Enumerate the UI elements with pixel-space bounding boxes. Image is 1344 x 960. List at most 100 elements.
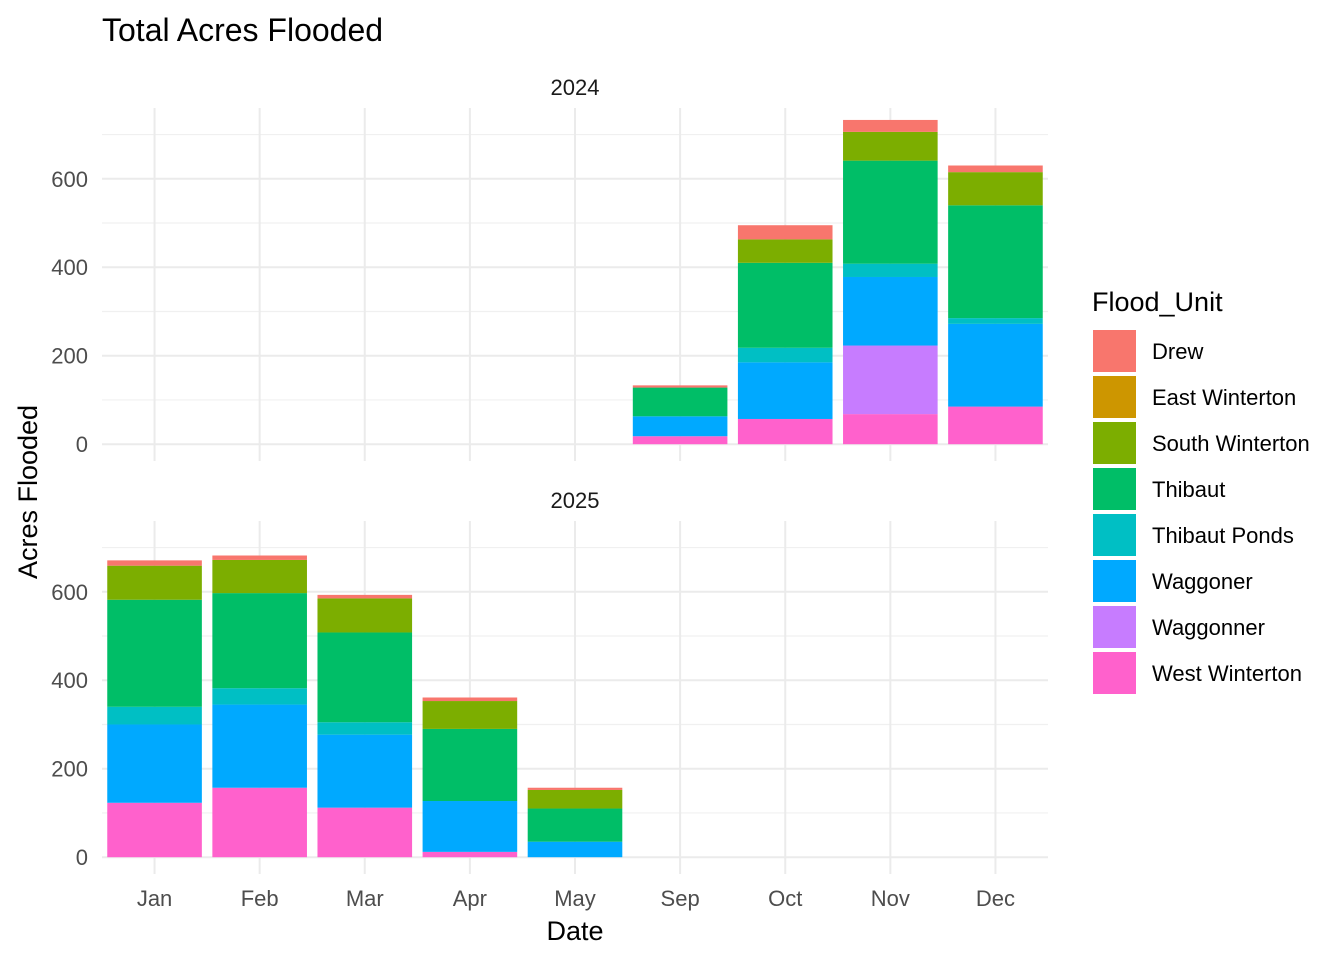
bar-segment	[317, 807, 413, 858]
bar-segment	[212, 787, 307, 858]
x-tick-label: May	[554, 886, 596, 911]
legend-item: Thibaut	[1093, 468, 1225, 510]
y-tick-label: 600	[51, 580, 88, 605]
x-tick-label: Nov	[871, 886, 910, 911]
bar-segment	[422, 801, 518, 852]
y-tick-label: 200	[51, 757, 88, 782]
legend-title: Flood_Unit	[1092, 287, 1223, 317]
facet-strip-label: 2025	[551, 488, 600, 513]
legend-item: Waggoner	[1093, 560, 1253, 602]
x-tick-label: Jan	[137, 886, 172, 911]
bar-segment	[107, 706, 202, 725]
y-axis-title: Acres Flooded	[13, 405, 43, 579]
bar-segment	[422, 701, 518, 729]
legend-swatch	[1093, 652, 1136, 694]
bar-segment	[422, 851, 518, 858]
x-tick-label: Dec	[976, 886, 1015, 911]
chart-title: Total Acres Flooded	[102, 12, 383, 48]
bar-segment	[843, 345, 938, 415]
legend-label: South Winterton	[1152, 431, 1310, 456]
bar-segment	[527, 808, 623, 842]
bar-segment	[632, 385, 728, 388]
bar-segment	[317, 632, 413, 723]
bar-segment	[212, 559, 307, 594]
x-tick-label: Sep	[661, 886, 700, 911]
x-tick-label: Oct	[768, 886, 802, 911]
bar-segment	[737, 362, 833, 419]
legend-label: Thibaut Ponds	[1152, 523, 1294, 548]
legend-item: East Winterton	[1093, 376, 1296, 418]
legend-item: Thibaut Ponds	[1093, 514, 1294, 556]
legend-swatch	[1093, 468, 1136, 510]
y-tick-label: 0	[76, 845, 88, 870]
bar-segment	[107, 802, 202, 858]
bar-segment	[737, 239, 833, 263]
y-tick-label: 600	[51, 167, 88, 192]
legend-swatch	[1093, 560, 1136, 602]
bar-segment	[107, 724, 202, 803]
bar-segment	[737, 262, 833, 348]
bar-segment	[422, 697, 518, 702]
x-tick-label: Feb	[241, 886, 279, 911]
bar-segment	[107, 599, 202, 707]
bar-segment	[107, 565, 202, 600]
bar-segment	[843, 160, 938, 264]
bar-segment	[632, 416, 728, 437]
facet-panel-2024: 2024 0 200 400 600	[51, 75, 1048, 461]
bar-segment	[212, 688, 307, 705]
bar-segment	[317, 734, 413, 808]
bar-segment	[948, 172, 1043, 206]
bar-segment	[948, 205, 1043, 319]
bar-segment	[212, 593, 307, 689]
bar-segment	[737, 418, 833, 445]
bar-segment	[527, 841, 623, 858]
facet-panel-2025: 2025 0 200 400 600 Jan Feb Mar Apr May Sep Oct Nov De…	[51, 488, 1048, 911]
x-tick-label: Mar	[346, 886, 384, 911]
legend-swatch	[1093, 422, 1136, 464]
x-tick-label: Apr	[453, 886, 487, 911]
facet-strip-label: 2024	[551, 75, 600, 100]
legend-label: Waggonner	[1152, 615, 1265, 640]
bar-segment	[317, 598, 413, 633]
legend: Flood_Unit Drew East Winterton South Winte…	[1092, 287, 1310, 694]
bar-segment	[212, 555, 307, 560]
y-tick-label: 400	[51, 668, 88, 693]
bar-segment	[948, 165, 1043, 173]
y-tick-label: 0	[76, 432, 88, 457]
legend-item: West Winterton	[1093, 652, 1302, 694]
bar-segment	[843, 131, 938, 161]
bar-segment	[527, 789, 623, 809]
bar-segment	[527, 787, 623, 790]
bar-segment	[843, 414, 938, 445]
bar-segment	[737, 347, 833, 363]
x-axis-title: Date	[546, 916, 603, 946]
y-tick-label: 400	[51, 255, 88, 280]
bar-segment	[737, 225, 833, 240]
bar-segment	[632, 436, 728, 445]
bar-segment	[948, 406, 1043, 445]
bar-segment	[107, 560, 202, 566]
legend-item: South Winterton	[1093, 422, 1310, 464]
bar-segment	[843, 119, 938, 132]
bar-segment	[843, 276, 938, 346]
legend-swatch	[1093, 376, 1136, 418]
legend-label: Thibaut	[1152, 477, 1225, 502]
bar-segment	[843, 263, 938, 277]
bar-segment	[317, 722, 413, 735]
legend-swatch	[1093, 330, 1136, 372]
bar-segment	[948, 323, 1043, 407]
legend-swatch	[1093, 514, 1136, 556]
legend-label: Drew	[1152, 339, 1203, 364]
bar-segment	[212, 704, 307, 788]
legend-label: Waggoner	[1152, 569, 1253, 594]
bar-segment	[632, 387, 728, 417]
bar-segment	[422, 728, 518, 802]
bar-segment	[948, 318, 1043, 324]
y-tick-label: 200	[51, 344, 88, 369]
legend-swatch	[1093, 606, 1136, 648]
chart-facets: 2024 0 200 400 600 2025 0 200 400 600 Jan Feb Mar Apr…	[51, 75, 1048, 911]
legend-item: Waggonner	[1093, 606, 1265, 648]
bar-segment	[317, 594, 413, 599]
legend-label: West Winterton	[1152, 661, 1302, 686]
